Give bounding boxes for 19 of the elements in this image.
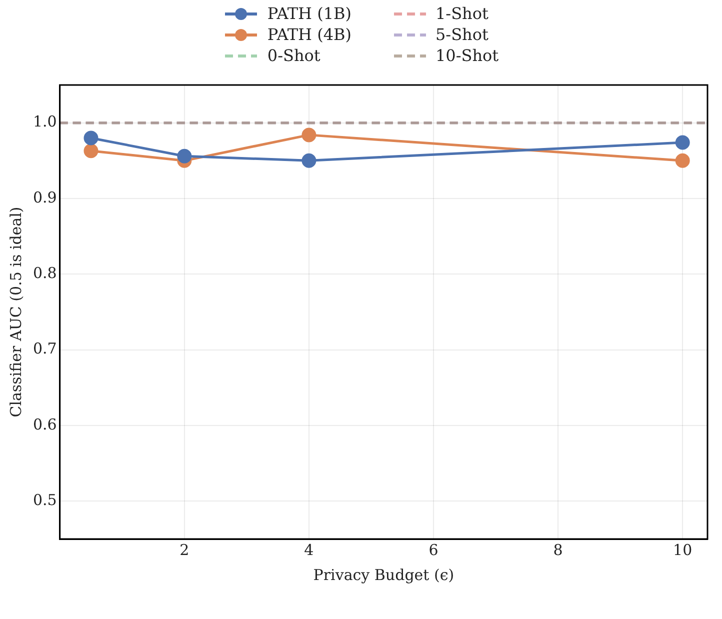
y-tick-label: 0.5 bbox=[32, 491, 57, 510]
y-axis-title: Classifier AUC (0.5 is ideal) bbox=[6, 206, 25, 418]
y-tick-label: 0.9 bbox=[32, 188, 57, 206]
y-tick-label: 0.8 bbox=[32, 264, 57, 282]
legend-label: 1-Shot bbox=[436, 4, 488, 23]
x-tick-label: 6 bbox=[428, 540, 438, 559]
x-tick-label: 4 bbox=[304, 540, 314, 559]
legend-label: PATH (1B) bbox=[267, 4, 352, 23]
y-tick-label: 0.6 bbox=[32, 415, 57, 434]
x-tick-label: 2 bbox=[180, 540, 190, 559]
x-axis-title: Privacy Budget (ϵ) bbox=[313, 566, 454, 584]
legend-label: 0-Shot bbox=[267, 46, 320, 65]
legend-label: PATH (4B) bbox=[267, 25, 352, 44]
legend-label: 5-Shot bbox=[436, 25, 488, 44]
legend-label: 10-Shot bbox=[436, 46, 499, 65]
x-tick-label: 8 bbox=[553, 540, 563, 559]
y-tick-label: 1.0 bbox=[32, 112, 57, 131]
x-tick-label: 10 bbox=[673, 540, 692, 559]
y-tick-label: 0.7 bbox=[32, 340, 57, 358]
